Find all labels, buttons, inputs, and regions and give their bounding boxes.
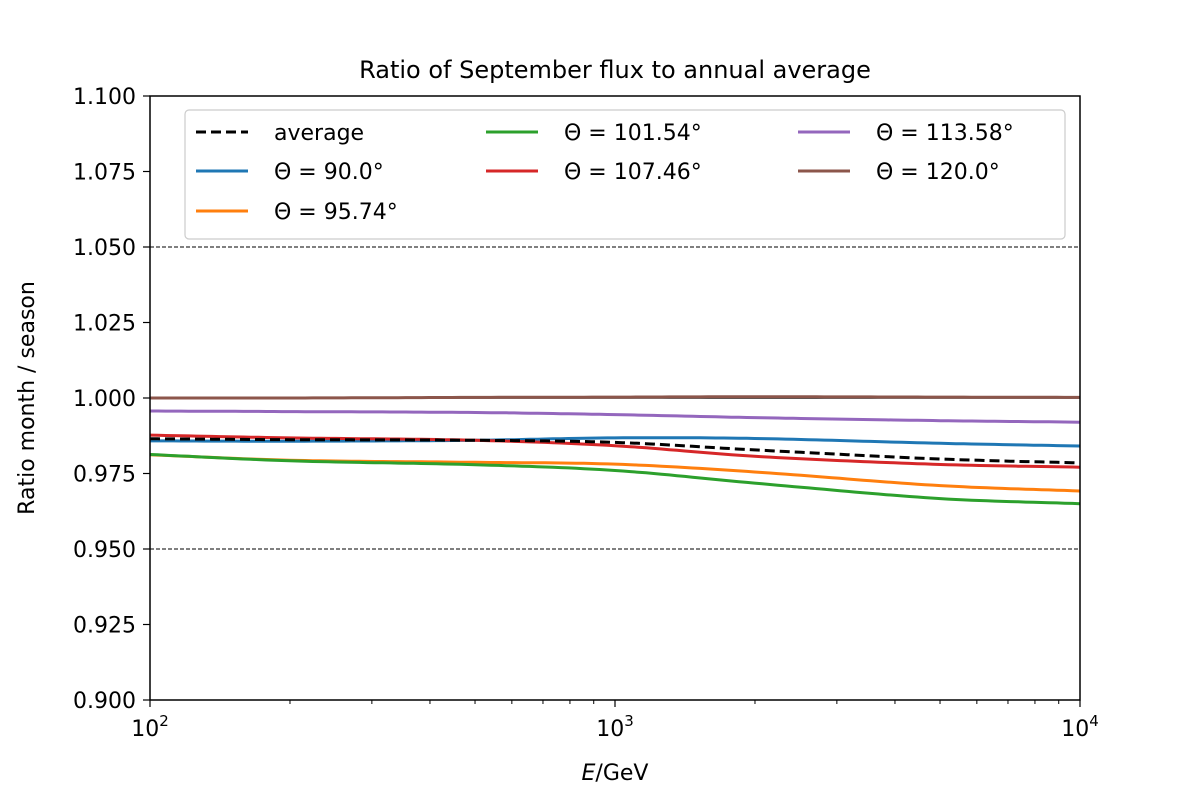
legend-label-5: Θ = 113.58° [876, 121, 1014, 146]
legend-label-2: Θ = 95.74° [274, 200, 398, 225]
y-tick-label-5: 1.025 [73, 312, 136, 337]
series-lines [149, 395, 1081, 506]
x-tick-label-0: 102 [131, 712, 169, 742]
plot-frame [149, 95, 1081, 701]
legend-label-0: average [274, 121, 364, 146]
x-tick-label-2: 104 [1061, 712, 1099, 742]
x-axis-label-italic: E [582, 761, 596, 786]
axis-ticks: 0.900 0.925 0.950 0.975 1.000 1.025 1.050 1.075… [73, 85, 1099, 742]
y-tick-label-6: 1.050 [73, 236, 136, 261]
legend-label-1: Θ = 90.0° [274, 160, 384, 185]
series-line-4 [149, 433, 1081, 469]
series-line-5 [150, 409, 1081, 424]
legend-label-4: Θ = 107.46° [564, 160, 702, 185]
y-tick-label-0: 0.900 [73, 689, 136, 714]
series-line-3 [149, 453, 1081, 506]
y-tick-label-4: 1.000 [73, 387, 136, 412]
chart-title: Ratio of September flux to annual averag… [359, 56, 871, 84]
y-tick-label-1: 0.925 [73, 614, 136, 639]
y-tick-label-3: 0.975 [73, 463, 136, 488]
y-axis-label: Ratio month / season [15, 281, 40, 515]
y-tick-label-7: 1.075 [73, 161, 136, 186]
series-line-6 [150, 395, 1080, 400]
legend-label-6: Θ = 120.0° [876, 160, 1000, 185]
series-line-0 [150, 437, 1081, 465]
x-axis-label-unit: /GeV [595, 761, 648, 786]
legend: average Θ = 90.0° Θ = 95.74° Θ = 101.54° Θ =… [184, 109, 1066, 240]
y-tick-label-8: 1.100 [73, 85, 136, 110]
legend-label-3: Θ = 101.54° [564, 121, 702, 146]
x-tick-label-1: 103 [596, 712, 634, 742]
x-axis-label: E/GeV [582, 761, 649, 786]
legend-box [184, 109, 1066, 240]
y-tick-label-2: 0.950 [73, 538, 136, 563]
